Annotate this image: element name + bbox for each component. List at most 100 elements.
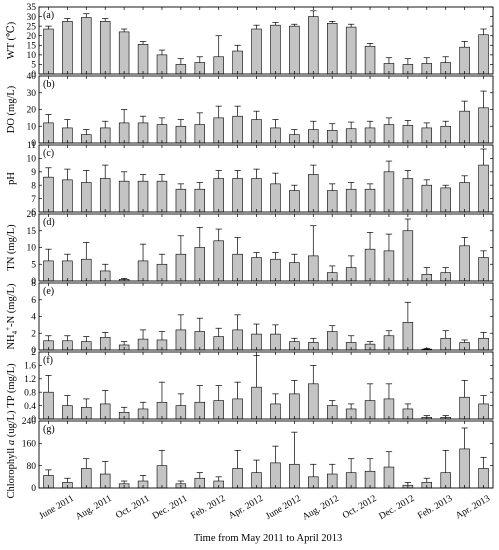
x-tick-label: Apr. 2013 xyxy=(454,494,492,522)
x-tick-label: Dec. 2012 xyxy=(378,494,417,522)
y-tick-label: 2 xyxy=(31,348,36,358)
bar xyxy=(478,164,489,213)
y-axis-label: pH xyxy=(6,172,17,185)
y-tick-label: 5 xyxy=(31,260,36,270)
bar xyxy=(232,115,243,144)
bar xyxy=(326,22,338,75)
y-tick-label: 11 xyxy=(27,141,36,151)
y-tick-label: 80 xyxy=(27,462,37,472)
panel-letter: (e) xyxy=(43,286,54,297)
y-axis-label: Chlorophyll a (ug/L) xyxy=(6,410,17,499)
panel-frame xyxy=(38,144,494,213)
y-tick-label: 0 xyxy=(31,346,36,356)
x-tick-label: Aug. 2011 xyxy=(74,494,114,523)
y-tick-label: 25 xyxy=(27,22,37,32)
bar xyxy=(156,180,168,213)
bar xyxy=(270,258,281,282)
bar xyxy=(43,28,54,75)
bar xyxy=(270,24,281,75)
x-tick-label: June 2012 xyxy=(264,494,303,522)
bar xyxy=(194,247,206,282)
bar xyxy=(345,188,357,213)
panel-letter: (a) xyxy=(43,10,54,21)
bar xyxy=(402,230,414,282)
y-tick-label: 240 xyxy=(22,417,37,427)
x-tick-label: Apr. 2012 xyxy=(227,494,265,522)
y-tick-label: 20 xyxy=(27,210,37,220)
bar xyxy=(99,178,111,213)
bar xyxy=(270,183,281,213)
bar xyxy=(421,184,433,213)
bar xyxy=(175,329,187,351)
x-tick-label: June 2011 xyxy=(38,494,77,522)
y-tick-label: 4 xyxy=(31,313,36,323)
bar xyxy=(251,28,262,75)
bar xyxy=(478,34,489,75)
bar xyxy=(81,258,92,282)
x-tick-label: Feb. 2012 xyxy=(189,494,227,522)
bar xyxy=(289,463,300,489)
bar xyxy=(440,187,451,213)
bar xyxy=(289,190,300,213)
y-tick-label: 20 xyxy=(27,32,37,42)
panel-d: 0 5 10 15 20 (d) TN (mg/L) xyxy=(6,210,494,287)
y-tick-label: 6 xyxy=(31,208,36,218)
bar xyxy=(364,45,376,75)
y-tick-label: 1.6 xyxy=(24,362,36,372)
y-tick-label: 1.2 xyxy=(24,375,36,385)
bar xyxy=(402,322,414,351)
x-tick-label: Feb. 2013 xyxy=(416,494,454,522)
y-tick-label: 10 xyxy=(27,155,37,165)
y-tick-label: 10 xyxy=(27,51,37,61)
bar xyxy=(81,17,92,75)
y-tick-label: 7 xyxy=(31,195,36,205)
bar xyxy=(459,448,470,489)
bar xyxy=(62,21,73,75)
y-tick-label: 0.8 xyxy=(24,388,36,398)
panel-frame xyxy=(38,420,494,489)
panel-letter: (c) xyxy=(43,148,54,159)
y-tick-label: 5 xyxy=(31,61,36,71)
bar xyxy=(459,245,470,282)
bar xyxy=(364,188,376,213)
y-axis-label: WT (℃) xyxy=(6,21,17,59)
y-tick-label: 0 xyxy=(31,277,36,287)
bar xyxy=(383,250,395,282)
y-axis-label: NH4+-N (mg/L) xyxy=(4,283,19,350)
y-tick-label: 30 xyxy=(27,13,37,23)
y-tick-label: 40 xyxy=(27,72,37,82)
y-tick-label: 10 xyxy=(27,122,37,132)
panel-letter: (f) xyxy=(43,355,53,366)
bar xyxy=(99,21,111,75)
y-tick-label: 30 xyxy=(27,89,37,99)
y-axis-label: TP (mg/L) xyxy=(6,363,17,408)
bar xyxy=(270,462,281,489)
bar xyxy=(459,46,470,75)
bar xyxy=(137,260,149,282)
y-axis-label-rest: -N (mg/L) xyxy=(6,283,17,327)
bar xyxy=(137,122,149,144)
y-tick-label: 0 xyxy=(31,70,36,80)
panel-c: 6 7 8 9 10 11 (c) pH xyxy=(6,141,494,218)
bar xyxy=(62,260,73,282)
bar xyxy=(194,188,206,213)
y-axis-label: DO (mg/L) xyxy=(6,85,17,133)
bar xyxy=(383,398,395,420)
y-tick-label: 10 xyxy=(27,244,37,254)
bar xyxy=(213,240,224,282)
y-tick-label: 15 xyxy=(27,227,37,237)
bar xyxy=(137,180,149,213)
bar xyxy=(289,393,300,420)
y-tick-label: 6 xyxy=(31,296,36,306)
bar xyxy=(43,391,54,420)
y-tick-label: 20 xyxy=(27,106,37,116)
y-tick-label: 0.4 xyxy=(24,402,36,412)
bar xyxy=(43,176,54,213)
bar xyxy=(137,44,149,75)
panel-letter: (d) xyxy=(43,217,55,228)
x-tick-label: Oct. 2011 xyxy=(114,494,151,521)
